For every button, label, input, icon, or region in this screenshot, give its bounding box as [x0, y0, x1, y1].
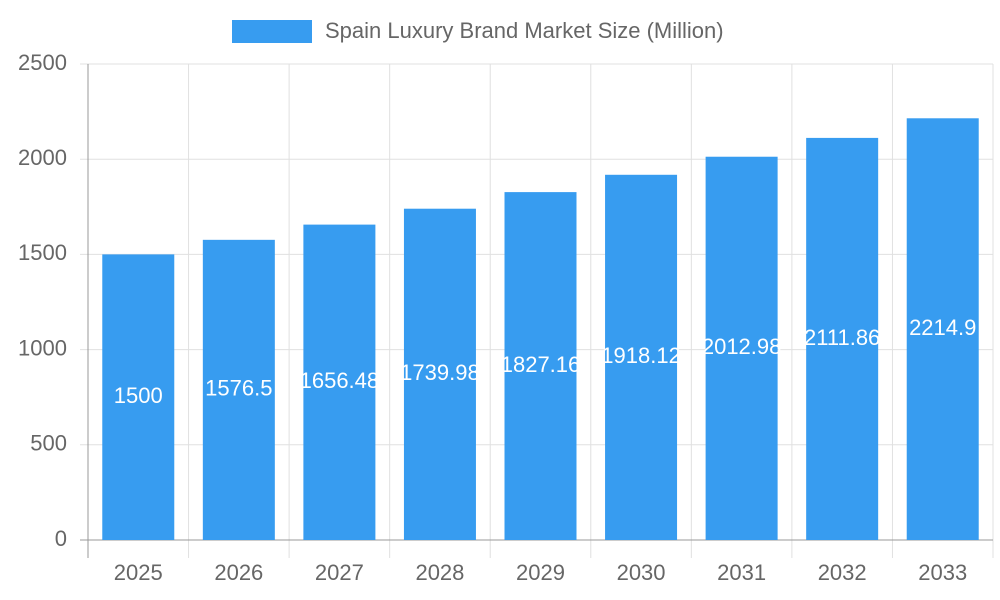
bar — [202, 239, 275, 540]
bar — [102, 254, 175, 540]
y-tick-label: 0 — [55, 526, 67, 551]
legend-swatch — [232, 20, 312, 43]
data-label: 1500 — [114, 383, 163, 408]
data-label: 2012.98 — [702, 334, 782, 359]
y-tick-label: 500 — [30, 431, 67, 456]
data-label: 2214.9 — [909, 315, 976, 340]
bar — [906, 118, 979, 540]
x-tick-label: 2030 — [617, 560, 666, 585]
bar — [705, 156, 778, 540]
y-tick-label: 1000 — [18, 335, 67, 360]
bar — [403, 208, 476, 540]
x-tick-label: 2025 — [114, 560, 163, 585]
data-label: 1656.48 — [300, 368, 380, 393]
data-label: 1918.12 — [601, 343, 681, 368]
bar — [605, 174, 678, 540]
data-label: 1739.98 — [400, 360, 480, 385]
x-tick-label: 2031 — [717, 560, 766, 585]
x-tick-label: 2033 — [918, 560, 967, 585]
data-label: 1576.5 — [205, 376, 272, 401]
x-tick-label: 2029 — [516, 560, 565, 585]
legend-label: Spain Luxury Brand Market Size (Million) — [325, 18, 724, 43]
data-label: 2111.86 — [804, 325, 880, 350]
y-tick-label: 2500 — [18, 50, 67, 75]
data-label: 1827.16 — [501, 352, 581, 377]
y-tick-label: 1500 — [18, 240, 67, 265]
x-tick-label: 2032 — [818, 560, 867, 585]
bar — [303, 224, 376, 540]
x-tick-label: 2027 — [315, 560, 364, 585]
y-tick-label: 2000 — [18, 145, 67, 170]
bar — [806, 137, 879, 540]
x-tick-label: 2026 — [214, 560, 263, 585]
x-tick-label: 2028 — [415, 560, 464, 585]
bar — [504, 192, 577, 540]
